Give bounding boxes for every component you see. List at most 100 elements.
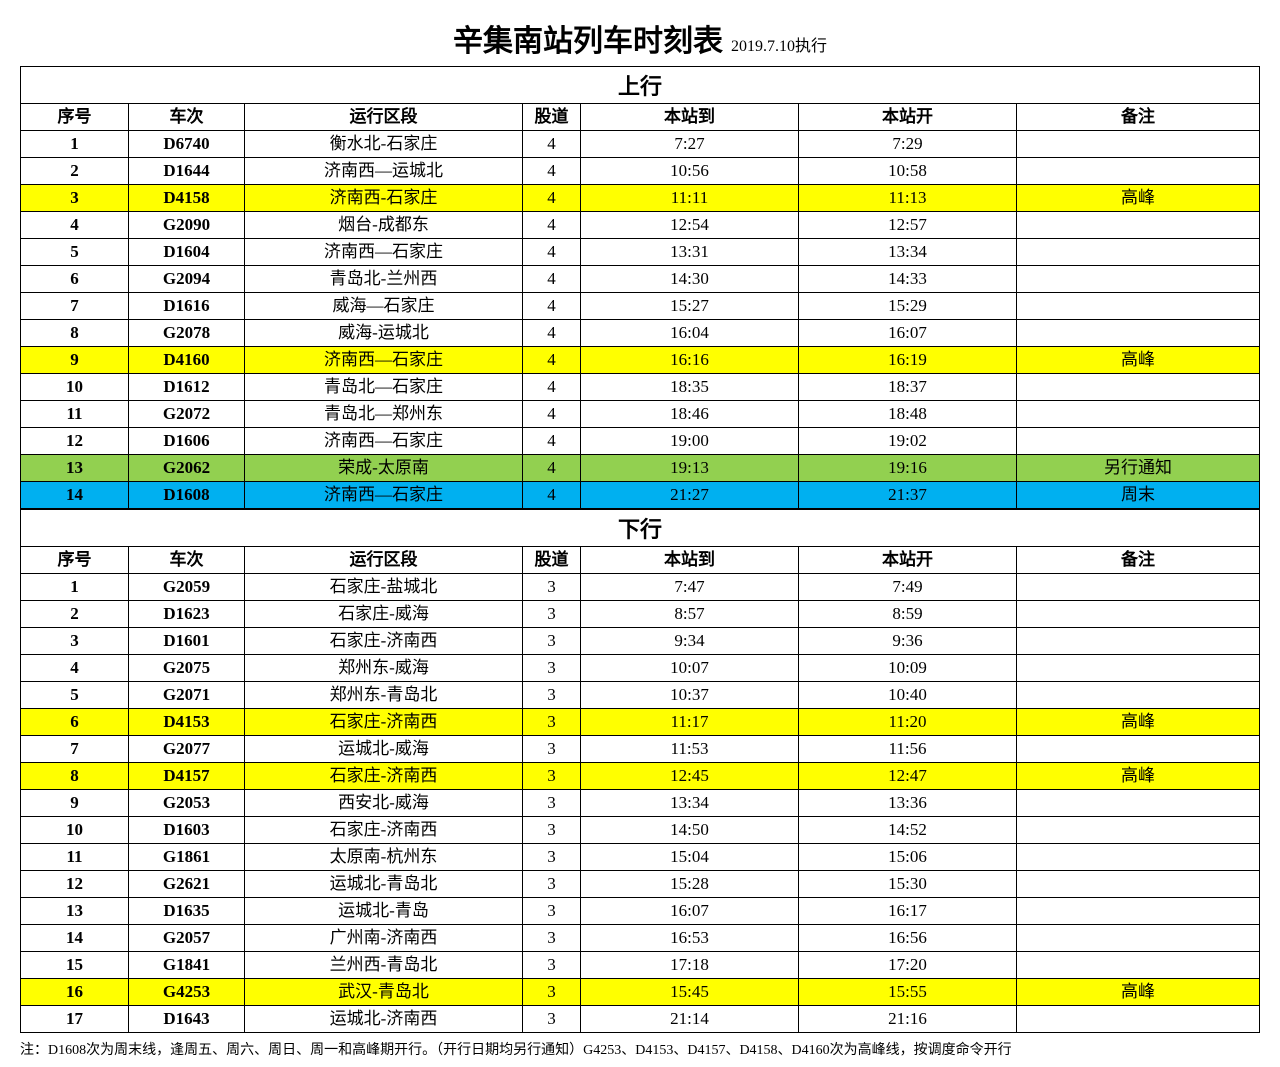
cell-notes bbox=[1017, 790, 1260, 817]
cell-departure: 15:06 bbox=[799, 844, 1017, 871]
cell-notes bbox=[1017, 158, 1260, 185]
cell-arrival: 9:34 bbox=[581, 628, 799, 655]
table-row: 9D4160济南西—石家庄416:1616:19高峰 bbox=[21, 347, 1260, 374]
table-row: 3D1601石家庄-济南西39:349:36 bbox=[21, 628, 1260, 655]
column-header: 车次 bbox=[129, 547, 245, 574]
table-header-row: 序号车次运行区段股道本站到本站开备注 bbox=[21, 104, 1260, 131]
cell-seq: 12 bbox=[21, 428, 129, 455]
cell-route: 运城北-青岛北 bbox=[245, 871, 523, 898]
cell-arrival: 10:37 bbox=[581, 682, 799, 709]
cell-notes bbox=[1017, 212, 1260, 239]
cell-track: 4 bbox=[523, 293, 581, 320]
cell-seq: 10 bbox=[21, 817, 129, 844]
cell-seq: 2 bbox=[21, 601, 129, 628]
cell-arrival: 21:27 bbox=[581, 482, 799, 509]
cell-train: D4157 bbox=[129, 763, 245, 790]
table-row: 12G2621运城北-青岛北315:2815:30 bbox=[21, 871, 1260, 898]
table-row: 6G2094青岛北-兰州西414:3014:33 bbox=[21, 266, 1260, 293]
cell-arrival: 15:45 bbox=[581, 979, 799, 1006]
cell-notes: 高峰 bbox=[1017, 185, 1260, 212]
cell-notes: 高峰 bbox=[1017, 979, 1260, 1006]
table-row: 1D6740衡水北-石家庄47:277:29 bbox=[21, 131, 1260, 158]
cell-arrival: 7:47 bbox=[581, 574, 799, 601]
cell-arrival: 15:27 bbox=[581, 293, 799, 320]
page-subtitle: 2019.7.10执行 bbox=[731, 38, 827, 55]
cell-arrival: 18:46 bbox=[581, 401, 799, 428]
cell-arrival: 15:28 bbox=[581, 871, 799, 898]
cell-departure: 10:58 bbox=[799, 158, 1017, 185]
cell-notes bbox=[1017, 131, 1260, 158]
cell-seq: 6 bbox=[21, 266, 129, 293]
cell-track: 4 bbox=[523, 158, 581, 185]
cell-notes bbox=[1017, 817, 1260, 844]
cell-train: D1604 bbox=[129, 239, 245, 266]
cell-track: 4 bbox=[523, 455, 581, 482]
cell-departure: 21:37 bbox=[799, 482, 1017, 509]
table-row: 7G2077运城北-威海311:5311:56 bbox=[21, 736, 1260, 763]
cell-route: 郑州东-青岛北 bbox=[245, 682, 523, 709]
cell-notes: 高峰 bbox=[1017, 709, 1260, 736]
page-title: 辛集南站列车时刻表 bbox=[453, 25, 723, 58]
table-header-row: 序号车次运行区段股道本站到本站开备注 bbox=[21, 547, 1260, 574]
cell-departure: 19:16 bbox=[799, 455, 1017, 482]
cell-train: D1606 bbox=[129, 428, 245, 455]
cell-departure: 7:49 bbox=[799, 574, 1017, 601]
cell-seq: 16 bbox=[21, 979, 129, 1006]
cell-train: G1841 bbox=[129, 952, 245, 979]
cell-train: G1861 bbox=[129, 844, 245, 871]
cell-track: 4 bbox=[523, 482, 581, 509]
cell-departure: 16:17 bbox=[799, 898, 1017, 925]
table-row: 16G4253武汉-青岛北315:4515:55高峰 bbox=[21, 979, 1260, 1006]
cell-arrival: 14:50 bbox=[581, 817, 799, 844]
column-header: 本站开 bbox=[799, 104, 1017, 131]
table-row: 5G2071郑州东-青岛北310:3710:40 bbox=[21, 682, 1260, 709]
timetable: 序号车次运行区段股道本站到本站开备注1D6740衡水北-石家庄47:277:29… bbox=[20, 103, 1260, 509]
table-row: 10D1612青岛北—石家庄418:3518:37 bbox=[21, 374, 1260, 401]
cell-arrival: 10:07 bbox=[581, 655, 799, 682]
cell-departure: 10:09 bbox=[799, 655, 1017, 682]
cell-train: G2075 bbox=[129, 655, 245, 682]
cell-notes bbox=[1017, 925, 1260, 952]
cell-departure: 17:20 bbox=[799, 952, 1017, 979]
cell-seq: 5 bbox=[21, 682, 129, 709]
cell-notes: 高峰 bbox=[1017, 763, 1260, 790]
cell-arrival: 19:13 bbox=[581, 455, 799, 482]
cell-departure: 15:29 bbox=[799, 293, 1017, 320]
cell-train: G2057 bbox=[129, 925, 245, 952]
cell-notes bbox=[1017, 401, 1260, 428]
cell-train: D1601 bbox=[129, 628, 245, 655]
cell-seq: 9 bbox=[21, 790, 129, 817]
cell-route: 威海-运城北 bbox=[245, 320, 523, 347]
table-row: 15G1841兰州西-青岛北317:1817:20 bbox=[21, 952, 1260, 979]
cell-route: 烟台-成都东 bbox=[245, 212, 523, 239]
cell-track: 4 bbox=[523, 131, 581, 158]
cell-departure: 15:55 bbox=[799, 979, 1017, 1006]
cell-track: 3 bbox=[523, 709, 581, 736]
cell-route: 青岛北—郑州东 bbox=[245, 401, 523, 428]
cell-arrival: 16:53 bbox=[581, 925, 799, 952]
cell-track: 3 bbox=[523, 925, 581, 952]
cell-notes: 另行通知 bbox=[1017, 455, 1260, 482]
cell-train: D1635 bbox=[129, 898, 245, 925]
cell-seq: 7 bbox=[21, 736, 129, 763]
cell-seq: 13 bbox=[21, 898, 129, 925]
cell-track: 4 bbox=[523, 185, 581, 212]
cell-notes bbox=[1017, 266, 1260, 293]
section-heading: 上行 bbox=[20, 66, 1260, 103]
table-row: 12D1606济南西—石家庄419:0019:02 bbox=[21, 428, 1260, 455]
table-row: 8D4157石家庄-济南西312:4512:47高峰 bbox=[21, 763, 1260, 790]
cell-train: G2077 bbox=[129, 736, 245, 763]
cell-notes bbox=[1017, 952, 1260, 979]
section-heading: 下行 bbox=[20, 509, 1260, 546]
column-header: 车次 bbox=[129, 104, 245, 131]
column-header: 本站开 bbox=[799, 547, 1017, 574]
cell-arrival: 13:31 bbox=[581, 239, 799, 266]
cell-arrival: 8:57 bbox=[581, 601, 799, 628]
cell-route: 石家庄-盐城北 bbox=[245, 574, 523, 601]
cell-track: 4 bbox=[523, 347, 581, 374]
cell-track: 3 bbox=[523, 574, 581, 601]
cell-departure: 13:34 bbox=[799, 239, 1017, 266]
cell-seq: 8 bbox=[21, 763, 129, 790]
cell-notes bbox=[1017, 655, 1260, 682]
cell-arrival: 17:18 bbox=[581, 952, 799, 979]
